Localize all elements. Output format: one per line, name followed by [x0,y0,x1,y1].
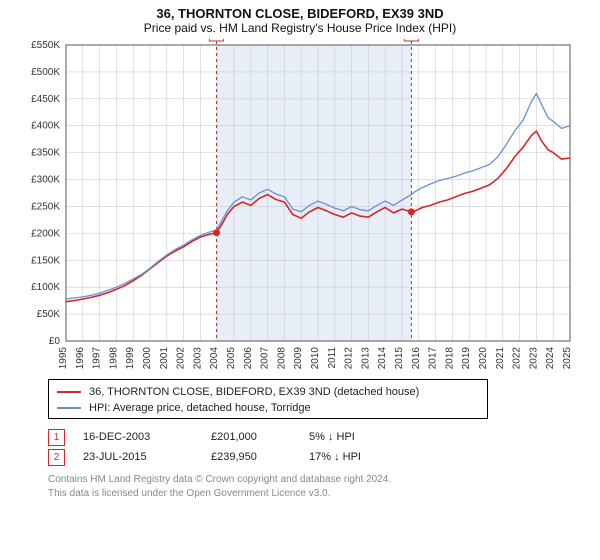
svg-text:1996: 1996 [75,347,86,369]
svg-text:2007: 2007 [260,347,271,369]
svg-text:1: 1 [214,39,220,41]
footer-attribution: Contains HM Land Registry data © Crown c… [48,473,592,500]
svg-text:£450K: £450K [31,94,60,105]
svg-text:£150K: £150K [31,255,60,266]
svg-text:2009: 2009 [293,347,304,369]
svg-text:2018: 2018 [444,347,455,369]
svg-text:2003: 2003 [192,347,203,369]
chart-area: £0 £50K £100K £150K £200K £250K £300K £350K £400… [20,39,580,369]
svg-text:2002: 2002 [176,347,187,369]
events-table: 1 16-DEC-2003 £201,000 5% ↓ HPI 2 23-JUL-2015… [48,427,592,467]
svg-text:1998: 1998 [108,347,119,369]
event-date: 23-JUL-2015 [83,451,193,463]
svg-text:£0: £0 [49,336,61,347]
event-badge: 1 [48,429,65,446]
svg-text:£250K: £250K [31,201,60,212]
legend-box: 36, THORNTON CLOSE, BIDEFORD, EX39 3ND (… [48,379,488,419]
svg-text:£350K: £350K [31,148,60,159]
svg-text:2005: 2005 [226,347,237,369]
svg-text:£200K: £200K [31,228,60,239]
svg-text:2: 2 [409,39,415,41]
svg-text:1999: 1999 [125,347,136,369]
svg-text:1997: 1997 [92,347,103,369]
svg-text:2021: 2021 [495,347,506,369]
svg-text:2008: 2008 [276,347,287,369]
svg-text:2001: 2001 [159,347,170,369]
legend-item: HPI: Average price, detached house, Torr… [57,400,479,416]
svg-text:2024: 2024 [545,347,556,369]
svg-text:2025: 2025 [562,347,573,369]
event-row: 1 16-DEC-2003 £201,000 5% ↓ HPI [48,427,592,447]
svg-text:2006: 2006 [243,347,254,369]
svg-text:1995: 1995 [58,347,69,369]
svg-text:2023: 2023 [528,347,539,369]
svg-text:2016: 2016 [411,347,422,369]
svg-text:£500K: £500K [31,67,60,78]
event-badge: 2 [48,449,65,466]
chart-title: 36, THORNTON CLOSE, BIDEFORD, EX39 3ND [8,6,592,21]
svg-text:2004: 2004 [209,347,220,369]
svg-text:2010: 2010 [310,347,321,369]
chart-subtitle: Price paid vs. HM Land Registry's House … [8,21,592,35]
svg-text:2015: 2015 [394,347,405,369]
svg-text:2019: 2019 [461,347,472,369]
legend-item: 36, THORNTON CLOSE, BIDEFORD, EX39 3ND (… [57,384,479,400]
footer-line-1: Contains HM Land Registry data © Crown c… [48,473,592,487]
svg-text:2013: 2013 [360,347,371,369]
svg-text:2017: 2017 [428,347,439,369]
svg-text:£300K: £300K [31,175,60,186]
legend-label: HPI: Average price, detached house, Torr… [89,402,311,414]
event-price: £201,000 [211,431,291,443]
svg-text:2020: 2020 [478,347,489,369]
legend-swatch [57,391,81,393]
svg-text:£100K: £100K [31,282,60,293]
legend-label: 36, THORNTON CLOSE, BIDEFORD, EX39 3ND (… [89,386,419,398]
event-date: 16-DEC-2003 [83,431,193,443]
svg-text:2022: 2022 [512,347,523,369]
svg-text:2012: 2012 [344,347,355,369]
legend-swatch [57,407,81,409]
svg-text:£400K: £400K [31,121,60,132]
event-delta: 5% ↓ HPI [309,431,409,443]
svg-text:2011: 2011 [327,347,338,369]
svg-text:2000: 2000 [142,347,153,369]
event-delta: 17% ↓ HPI [309,451,409,463]
svg-text:2014: 2014 [377,347,388,369]
footer-line-2: This data is licensed under the Open Gov… [48,487,592,501]
event-price: £239,950 [211,451,291,463]
svg-text:£550K: £550K [31,40,60,51]
event-row: 2 23-JUL-2015 £239,950 17% ↓ HPI [48,447,592,467]
svg-text:£50K: £50K [37,309,61,320]
